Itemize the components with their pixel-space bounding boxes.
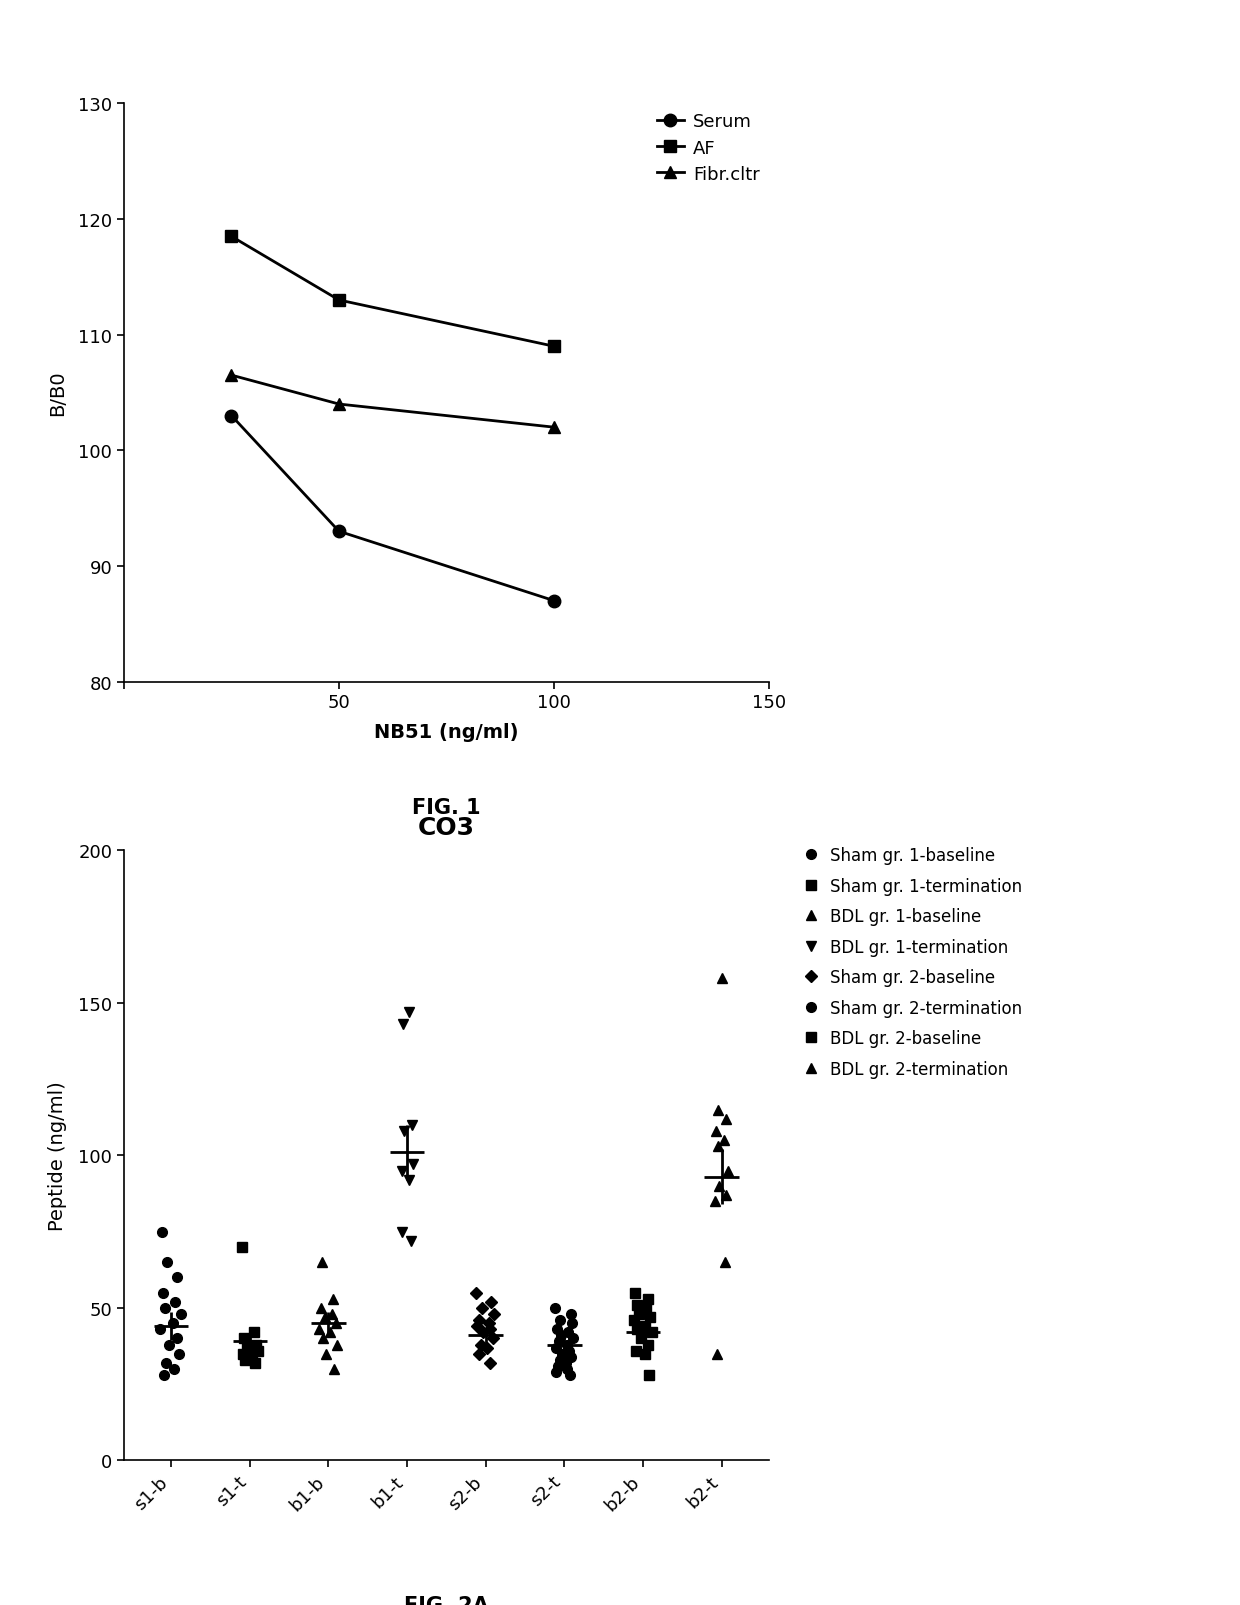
Y-axis label: B/B0: B/B0 <box>48 371 67 416</box>
Fibr.cltr <box>331 395 346 414</box>
Fibr.cltr <box>224 366 239 385</box>
Y-axis label: Peptide (ng/ml): Peptide (ng/ml) <box>48 1080 67 1231</box>
Text: FIG. 2A: FIG. 2A <box>404 1595 489 1605</box>
Legend: Sham gr. 1-baseline, Sham gr. 1-termination, BDL gr. 1-baseline, BDL gr. 1-termi: Sham gr. 1-baseline, Sham gr. 1-terminat… <box>804 847 1022 1079</box>
Text: FIG. 1: FIG. 1 <box>412 798 481 817</box>
Line: Fibr.cltr: Fibr.cltr <box>226 369 560 433</box>
Serum <box>224 406 239 425</box>
Line: Serum: Serum <box>226 411 560 607</box>
Legend: Serum, AF, Fibr.cltr: Serum, AF, Fibr.cltr <box>657 114 760 183</box>
Line: AF: AF <box>226 231 560 353</box>
Title: CO3: CO3 <box>418 815 475 839</box>
Fibr.cltr <box>547 419 562 438</box>
Serum <box>331 522 346 541</box>
X-axis label: NB51 (ng/ml): NB51 (ng/ml) <box>374 722 518 742</box>
AF <box>224 228 239 247</box>
AF <box>331 291 346 310</box>
Serum <box>547 592 562 612</box>
AF <box>547 337 562 356</box>
